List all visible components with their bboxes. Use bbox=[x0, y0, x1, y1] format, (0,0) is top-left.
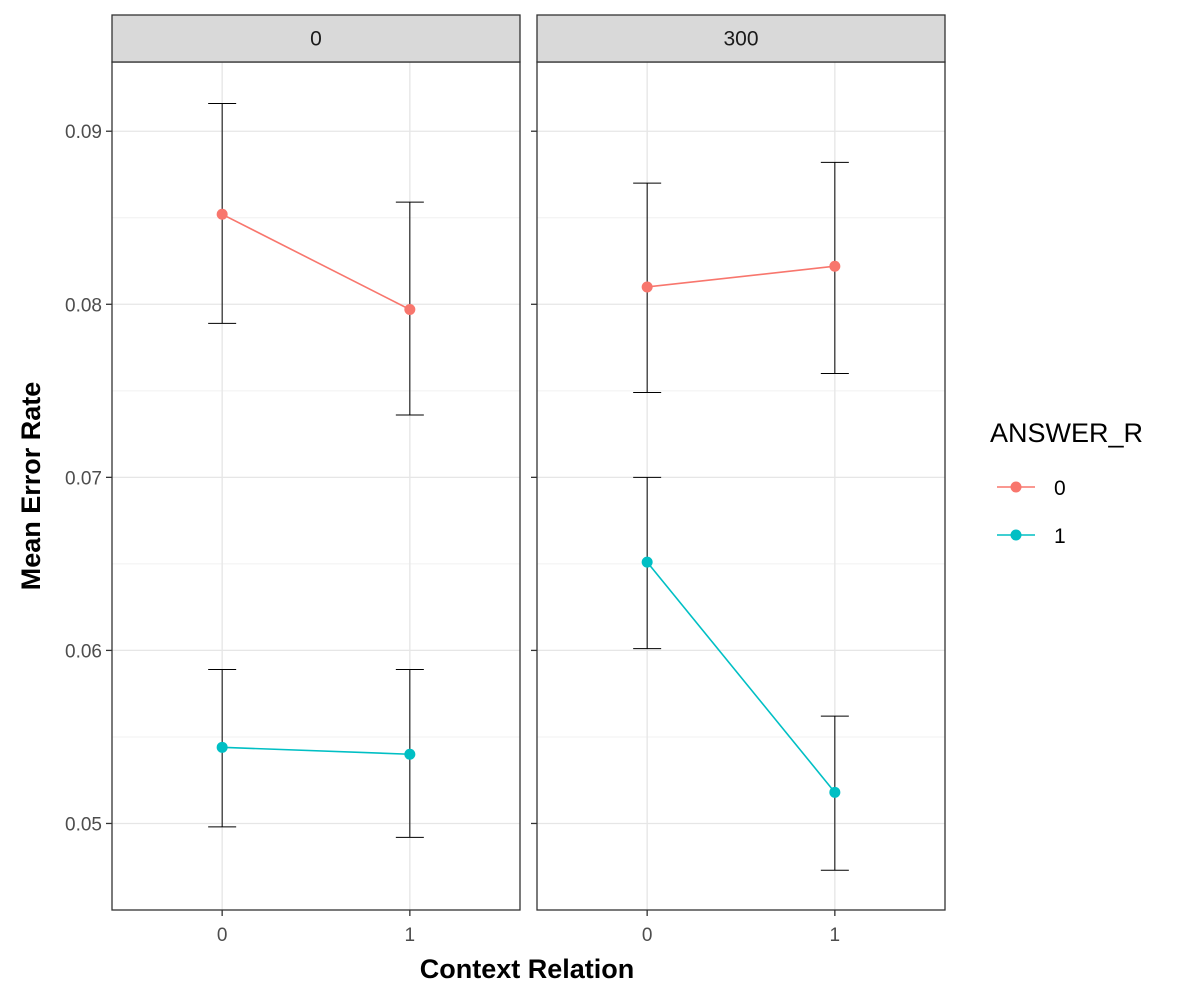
facet-panel-0: 0 0 1 0.05 0.06 0.07 0.08 0.09 bbox=[65, 14, 521, 946]
data-point bbox=[829, 260, 841, 272]
series-group-0 bbox=[208, 103, 424, 416]
legend-key-point bbox=[1010, 529, 1022, 541]
y-tick-label: 0.09 bbox=[65, 122, 102, 143]
data-point bbox=[216, 741, 228, 753]
legend: ANSWER_R 0 1 bbox=[990, 418, 1143, 548]
facet-panel-300: 300 0 1 bbox=[531, 14, 946, 946]
facet-strip-label: 300 bbox=[723, 28, 758, 51]
panel-background bbox=[537, 62, 945, 910]
x-tick-label: 0 bbox=[642, 925, 653, 946]
series-line bbox=[221, 213, 411, 311]
y-axis-title: Mean Error Rate bbox=[16, 382, 46, 591]
series-line bbox=[647, 265, 835, 288]
legend-label: 1 bbox=[1054, 525, 1066, 548]
data-point bbox=[404, 303, 416, 315]
x-tick-label: 0 bbox=[217, 925, 228, 946]
y-tick-label: 0.07 bbox=[65, 468, 102, 489]
series-line bbox=[222, 746, 410, 756]
data-point bbox=[641, 556, 653, 568]
data-point bbox=[641, 281, 653, 293]
legend-item-0: 0 bbox=[997, 477, 1066, 500]
series-group-0 bbox=[633, 161, 849, 394]
x-axis-title: Context Relation bbox=[420, 954, 635, 984]
y-tick-label: 0.08 bbox=[65, 295, 102, 316]
legend-label: 0 bbox=[1054, 477, 1066, 500]
data-point bbox=[829, 786, 841, 798]
facet-strip bbox=[111, 14, 521, 63]
facet-strip-label: 0 bbox=[310, 28, 322, 51]
facet-strip bbox=[536, 14, 946, 63]
legend-title: ANSWER_R bbox=[990, 418, 1143, 448]
panel-background bbox=[112, 62, 520, 910]
y-tick-label: 0.06 bbox=[65, 641, 102, 662]
series-group-1 bbox=[208, 668, 424, 838]
x-tick-label: 1 bbox=[830, 925, 841, 946]
data-point bbox=[216, 208, 228, 220]
legend-key-point bbox=[1010, 481, 1022, 493]
y-tick-label: 0.05 bbox=[65, 814, 102, 835]
series-group-1 bbox=[633, 476, 849, 871]
x-tick-label: 1 bbox=[405, 925, 416, 946]
data-point bbox=[404, 748, 416, 760]
series-line bbox=[646, 561, 836, 793]
legend-item-1: 1 bbox=[997, 525, 1066, 548]
